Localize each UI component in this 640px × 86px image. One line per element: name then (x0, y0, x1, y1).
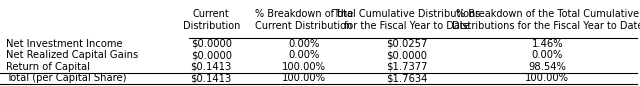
Text: 100.00%: 100.00% (282, 62, 326, 72)
Text: Current
Distribution: Current Distribution (182, 9, 240, 31)
Text: $1.7634: $1.7634 (386, 73, 427, 84)
Text: 0.00%: 0.00% (288, 50, 320, 60)
Text: 100.00%: 100.00% (525, 73, 569, 84)
Text: 0.00%: 0.00% (531, 50, 563, 60)
Text: Net Realized Capital Gains: Net Realized Capital Gains (6, 50, 139, 60)
Text: $0.0000: $0.0000 (386, 50, 427, 60)
Text: Total Cumulative Distributions
for the Fiscal Year to Date: Total Cumulative Distributions for the F… (333, 9, 480, 31)
Text: $0.0257: $0.0257 (386, 39, 427, 49)
Text: $0.0000: $0.0000 (191, 50, 232, 60)
Text: $1.7377: $1.7377 (386, 62, 427, 72)
Text: 100.00%: 100.00% (282, 73, 326, 84)
Text: % Breakdown of the Total Cumulative
Distributions for the Fiscal Year to Date: % Breakdown of the Total Cumulative Dist… (451, 9, 640, 31)
Text: $0.1413: $0.1413 (191, 62, 232, 72)
Text: 1.46%: 1.46% (531, 39, 563, 49)
Text: Total (per Capital Share): Total (per Capital Share) (6, 73, 127, 84)
Text: 98.54%: 98.54% (528, 62, 566, 72)
Text: 0.00%: 0.00% (288, 39, 320, 49)
Text: $0.1413: $0.1413 (191, 73, 232, 84)
Text: $0.0000: $0.0000 (191, 39, 232, 49)
Text: Net Investment Income: Net Investment Income (6, 39, 123, 49)
Text: % Breakdown of the
Current Distribution: % Breakdown of the Current Distribution (255, 9, 353, 31)
Text: Return of Capital: Return of Capital (6, 62, 90, 72)
